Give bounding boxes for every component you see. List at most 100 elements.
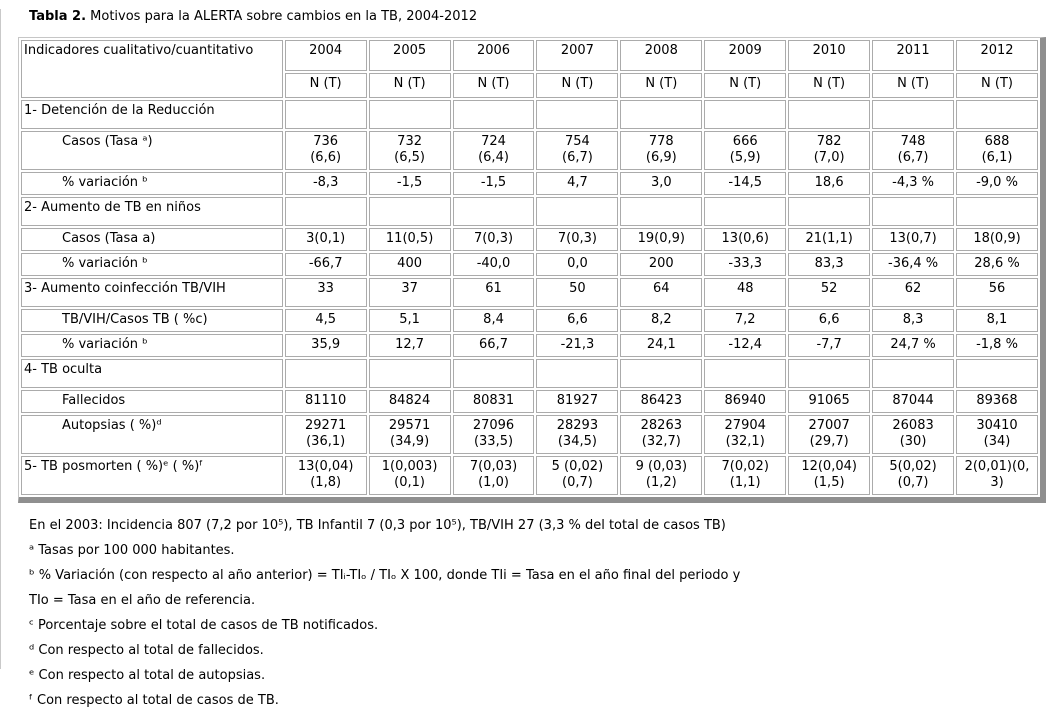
- table-row: % variación ᵇ -66,7 400 -40,0 0,0 200 -33,3 83,…: [21, 253, 1038, 276]
- value-cell: 688 (6,1): [956, 131, 1038, 170]
- value-cell: 4,5: [284, 309, 367, 332]
- value-cell: 24,1: [620, 334, 703, 357]
- year-header-cell: 2006: [452, 40, 535, 71]
- unit-header-cell: N (T): [284, 73, 367, 98]
- value-cell: 35,9: [284, 334, 367, 357]
- value-cell: 7(0,03) (1,0): [452, 456, 535, 495]
- value-cell: [536, 100, 619, 129]
- value-cell: 400: [368, 253, 451, 276]
- value-cell: 200: [620, 253, 703, 276]
- row-label: Autopsias ( %)ᵈ: [21, 415, 283, 454]
- value-cell: -21,3: [536, 334, 619, 357]
- value-cell: 27096 (33,5): [452, 415, 535, 454]
- year-header-cell: 2012: [956, 40, 1038, 71]
- value-cell: [704, 359, 787, 388]
- table-caption: Tabla 2. Motivos para la ALERTA sobre ca…: [29, 9, 1046, 25]
- unit-header-cell: N (T): [872, 73, 955, 98]
- value-cell: 736 (6,6): [284, 131, 367, 170]
- row-label: % variación ᵇ: [21, 172, 283, 195]
- value-cell: 7,2: [704, 309, 787, 332]
- value-cell: [788, 359, 871, 388]
- value-cell: 29271 (36,1): [284, 415, 367, 454]
- value-cell: -7,7: [788, 334, 871, 357]
- year-header-cell: 2009: [704, 40, 787, 71]
- value-cell: 33: [284, 278, 367, 307]
- value-cell: 7(0,02) (1,1): [704, 456, 787, 495]
- value-cell: [452, 100, 535, 129]
- row-label: Fallecidos: [21, 390, 283, 413]
- value-cell: [284, 100, 367, 129]
- unit-header-cell: N (T): [956, 73, 1038, 98]
- value-cell: 6,6: [536, 309, 619, 332]
- table-row: Casos (Tasa a) 3(0,1) 11(0,5) 7(0,3) 7(0,3) 1…: [21, 228, 1038, 251]
- value-cell: 86940: [704, 390, 787, 413]
- footnote: ᵇ % Variación (con respecto al año anter…: [29, 568, 741, 583]
- value-cell: 13(0,7): [872, 228, 955, 251]
- footnote: ᵈ Con respecto al total de fallecidos.: [29, 643, 264, 658]
- value-cell: 29571 (34,9): [368, 415, 451, 454]
- table-row: 2- Aumento de TB en niños: [21, 197, 1038, 226]
- value-cell: 48: [704, 278, 787, 307]
- value-cell: -1,5: [452, 172, 535, 195]
- value-cell: 24,7 %: [872, 334, 955, 357]
- value-cell: 18,6: [788, 172, 871, 195]
- value-cell: -9,0 %: [956, 172, 1038, 195]
- year-header-cell: 2004: [284, 40, 367, 71]
- value-cell: 26083 (30): [872, 415, 955, 454]
- value-cell: 27007 (29,7): [788, 415, 871, 454]
- corner-header-cell: Indicadores cualitativo/cuantitativo: [21, 40, 283, 98]
- value-cell: 30410 (34): [956, 415, 1038, 454]
- value-cell: [368, 359, 451, 388]
- value-cell: [956, 359, 1038, 388]
- value-cell: 50: [536, 278, 619, 307]
- value-cell: 27904 (32,1): [704, 415, 787, 454]
- value-cell: [704, 100, 787, 129]
- value-cell: [872, 197, 955, 226]
- value-cell: [452, 197, 535, 226]
- value-cell: 91065: [788, 390, 871, 413]
- header-row-units: N (T) N (T) N (T) N (T) N (T) N (T) N (T) N (T)…: [21, 73, 1038, 98]
- value-cell: [788, 197, 871, 226]
- value-cell: [620, 100, 703, 129]
- row-label: Casos (Tasa ᵃ): [21, 131, 283, 170]
- value-cell: 782 (7,0): [788, 131, 871, 170]
- value-cell: 4,7: [536, 172, 619, 195]
- value-cell: [536, 359, 619, 388]
- value-cell: -33,3: [704, 253, 787, 276]
- value-cell: 28,6 %: [956, 253, 1038, 276]
- value-cell: 81110: [284, 390, 367, 413]
- value-cell: 21(1,1): [788, 228, 871, 251]
- value-cell: 61: [452, 278, 535, 307]
- value-cell: [284, 359, 367, 388]
- value-cell: 1(0,003) (0,1): [368, 456, 451, 495]
- unit-header-cell: N (T): [620, 73, 703, 98]
- footnote: ᶠ Con respecto al total de casos de TB.: [29, 693, 279, 708]
- value-cell: [368, 197, 451, 226]
- value-cell: 0,0: [536, 253, 619, 276]
- value-cell: 3,0: [620, 172, 703, 195]
- value-cell: 8,2: [620, 309, 703, 332]
- value-cell: 28293 (34,5): [536, 415, 619, 454]
- value-cell: -14,5: [704, 172, 787, 195]
- value-cell: 3(0,1): [284, 228, 367, 251]
- value-cell: 5 (0,02) (0,7): [536, 456, 619, 495]
- table-body: 1- Detención de la Reducción Casos (Tasa …: [21, 100, 1038, 495]
- value-cell: 5,1: [368, 309, 451, 332]
- value-cell: 5(0,02) (0,7): [872, 456, 955, 495]
- value-cell: 86423: [620, 390, 703, 413]
- value-cell: 37: [368, 278, 451, 307]
- year-header-cell: 2007: [536, 40, 619, 71]
- value-cell: [872, 100, 955, 129]
- value-cell: 56: [956, 278, 1038, 307]
- table-row: Fallecidos 81110 84824 80831 81927 86423 86940…: [21, 390, 1038, 413]
- unit-header-cell: N (T): [536, 73, 619, 98]
- value-cell: 64: [620, 278, 703, 307]
- value-cell: 8,3: [872, 309, 955, 332]
- value-cell: 748 (6,7): [872, 131, 955, 170]
- value-cell: 89368: [956, 390, 1038, 413]
- footnote: ᵉ Con respecto al total de autopsias.: [29, 668, 266, 683]
- value-cell: 7(0,3): [536, 228, 619, 251]
- table-row: Autopsias ( %)ᵈ 29271 (36,1) 29571 (34,9) 2…: [21, 415, 1038, 454]
- value-cell: 8,1: [956, 309, 1038, 332]
- value-cell: 7(0,3): [452, 228, 535, 251]
